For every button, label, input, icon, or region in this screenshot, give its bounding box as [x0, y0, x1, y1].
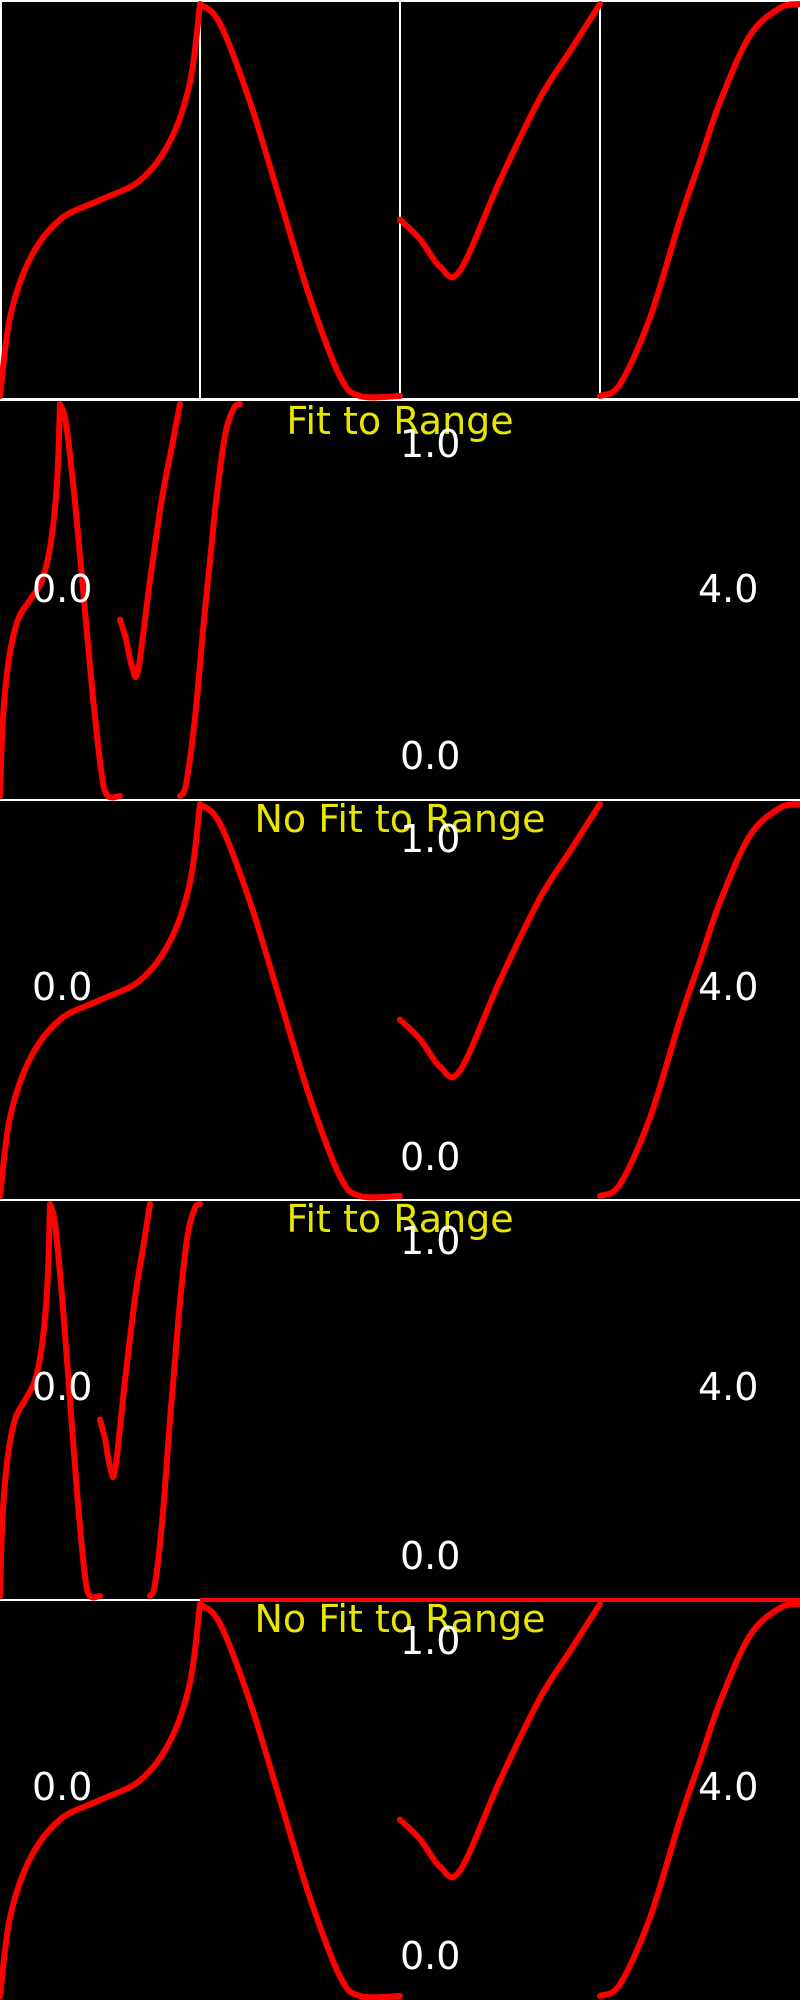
panel-2-left-label: 0.0	[32, 965, 93, 1009]
curve-p1-s0	[0, 401, 63, 799]
curve-p3-s3	[147, 1201, 203, 1599]
curve-p3-s1	[47, 1201, 103, 1601]
panel-3-left-label: 0.0	[32, 1365, 93, 1409]
panel-3-right-label: 4.0	[698, 1365, 759, 1409]
panel-4-title: No Fit to Range	[254, 1597, 546, 1641]
panel-1-top-label: 1.0	[400, 422, 461, 466]
curve-p2-s2	[397, 801, 603, 1081]
panel-4-right-label: 4.0	[698, 1765, 759, 1809]
panel-2-top-label: 1.0	[400, 817, 461, 861]
curve-p3-s2	[97, 1201, 153, 1481]
curve-p4-s0	[0, 1601, 203, 1999]
panel-1-bottom-label: 0.0	[400, 734, 461, 778]
panel-1-title: Fit to Range	[286, 399, 514, 443]
panel-4-top-label: 1.0	[400, 1619, 461, 1663]
curve-p0-s0	[0, 1, 203, 399]
curve-p4-s3	[597, 1601, 800, 1999]
panel-2-right-label: 4.0	[698, 965, 759, 1009]
panel-4-bottom-label: 0.0	[400, 1934, 461, 1978]
curve-p1-s1	[57, 401, 123, 801]
panel-2-title: No Fit to Range	[254, 797, 546, 841]
curve-p3-s0	[0, 1201, 53, 1599]
curve-p0-s2	[397, 1, 603, 281]
curve-p4-s1	[197, 1601, 403, 2000]
panel-3-title: Fit to Range	[286, 1197, 514, 1241]
panel-1-left-label: 0.0	[32, 567, 93, 611]
curve-p2-s1	[197, 801, 403, 1201]
curve-p0-s1	[197, 1, 403, 401]
panel-4-left-label: 0.0	[32, 1765, 93, 1809]
panel-2-bottom-label: 0.0	[400, 1135, 461, 1179]
curve-p0-s3	[597, 1, 800, 399]
curve-p1-s2	[117, 401, 183, 681]
curve-p1-s3	[177, 401, 243, 799]
curve-p4-s2	[397, 1601, 603, 1881]
panel-3-top-label: 1.0	[400, 1219, 461, 1263]
panel-1-right-label: 4.0	[698, 567, 759, 611]
curve-p2-s0	[0, 801, 203, 1199]
panel-3-bottom-label: 0.0	[400, 1534, 461, 1578]
curve-p2-s3	[597, 801, 800, 1199]
